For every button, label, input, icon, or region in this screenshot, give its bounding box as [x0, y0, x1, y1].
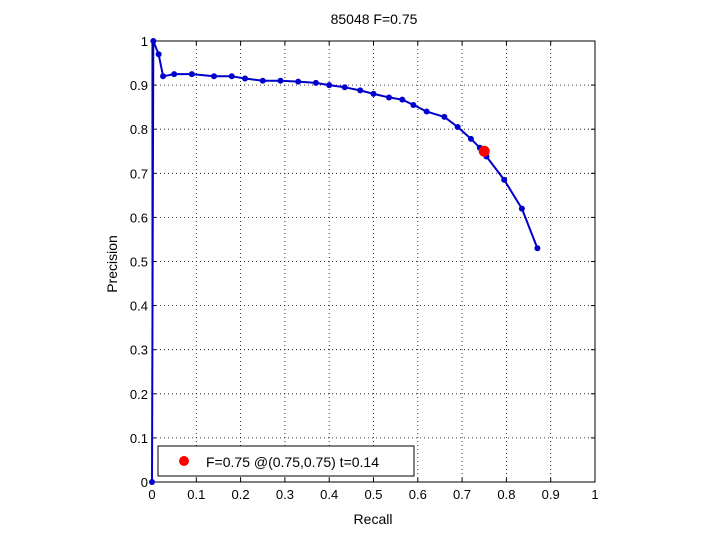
data-point: [259, 77, 266, 84]
data-point: [188, 71, 195, 78]
x-tick-label: 0: [148, 487, 155, 502]
y-tick-label: 0.8: [130, 122, 148, 137]
data-point: [518, 205, 525, 212]
chart-title: 85048 F=0.75: [331, 11, 418, 27]
data-point: [155, 51, 162, 58]
data-point: [386, 94, 393, 101]
data-point: [399, 96, 406, 103]
x-tick-label: 0.1: [187, 487, 205, 502]
legend-box: [157, 445, 415, 477]
x-tick-label: 0.5: [364, 487, 382, 502]
x-tick-label: 0.7: [453, 487, 471, 502]
legend-label: F=0.75 @(0.75,0.75) t=0.14: [206, 454, 379, 470]
data-point: [326, 82, 333, 89]
y-tick-label: 0.3: [130, 343, 148, 358]
grid: [152, 41, 595, 482]
data-point: [454, 123, 461, 130]
data-point: [228, 73, 235, 80]
x-tick-label: 1: [591, 487, 598, 502]
data-point: [277, 77, 284, 84]
data-point: [370, 90, 377, 97]
x-tick-label: 0.9: [542, 487, 560, 502]
legend-marker: [179, 456, 189, 466]
x-axis-title: Recall: [354, 511, 393, 527]
data-point: [534, 245, 541, 252]
data-point: [423, 108, 430, 115]
y-tick-label: 0.1: [130, 431, 148, 446]
y-tick-label: 0.2: [130, 387, 148, 402]
data-point: [295, 78, 302, 85]
y-tick-label: 0.4: [130, 299, 148, 314]
data-point: [467, 135, 474, 142]
data-point: [357, 87, 364, 94]
f-measure-point: [478, 145, 490, 157]
y-axis-tick-labels: 0 0.1 0.2 0.3 0.4 0.5 0.6 0.7 0.8 0.9 1: [130, 34, 148, 490]
data-point: [149, 479, 155, 485]
data-point: [341, 84, 348, 91]
y-axis-title: Precision: [104, 235, 120, 293]
y-tick-label: 0: [141, 475, 148, 490]
series-layer: [149, 38, 541, 485]
data-point: [312, 79, 319, 86]
x-tick-label: 0.8: [497, 487, 515, 502]
y-tick-label: 1: [141, 34, 148, 49]
data-point: [150, 38, 157, 44]
y-tick-label: 0.9: [130, 78, 148, 93]
legend: F=0.75 @(0.75,0.75) t=0.14: [157, 445, 415, 477]
data-point: [441, 113, 448, 120]
y-tick-label: 0.6: [130, 210, 148, 225]
x-axis-tick-labels: 0 0.1 0.2 0.3 0.4 0.5 0.6 0.7 0.8 0.9 1: [148, 487, 598, 502]
x-tick-label: 0.6: [409, 487, 427, 502]
data-point: [501, 176, 508, 183]
x-tick-label: 0.4: [320, 487, 338, 502]
x-tick-label: 0.3: [276, 487, 294, 502]
y-tick-label: 0.5: [130, 255, 148, 270]
data-point: [211, 73, 218, 80]
y-tick-label: 0.7: [130, 166, 148, 181]
data-point: [171, 71, 178, 78]
data-point: [410, 101, 417, 108]
data-point: [242, 75, 249, 82]
data-point: [160, 73, 167, 80]
x-tick-label: 0.2: [232, 487, 250, 502]
